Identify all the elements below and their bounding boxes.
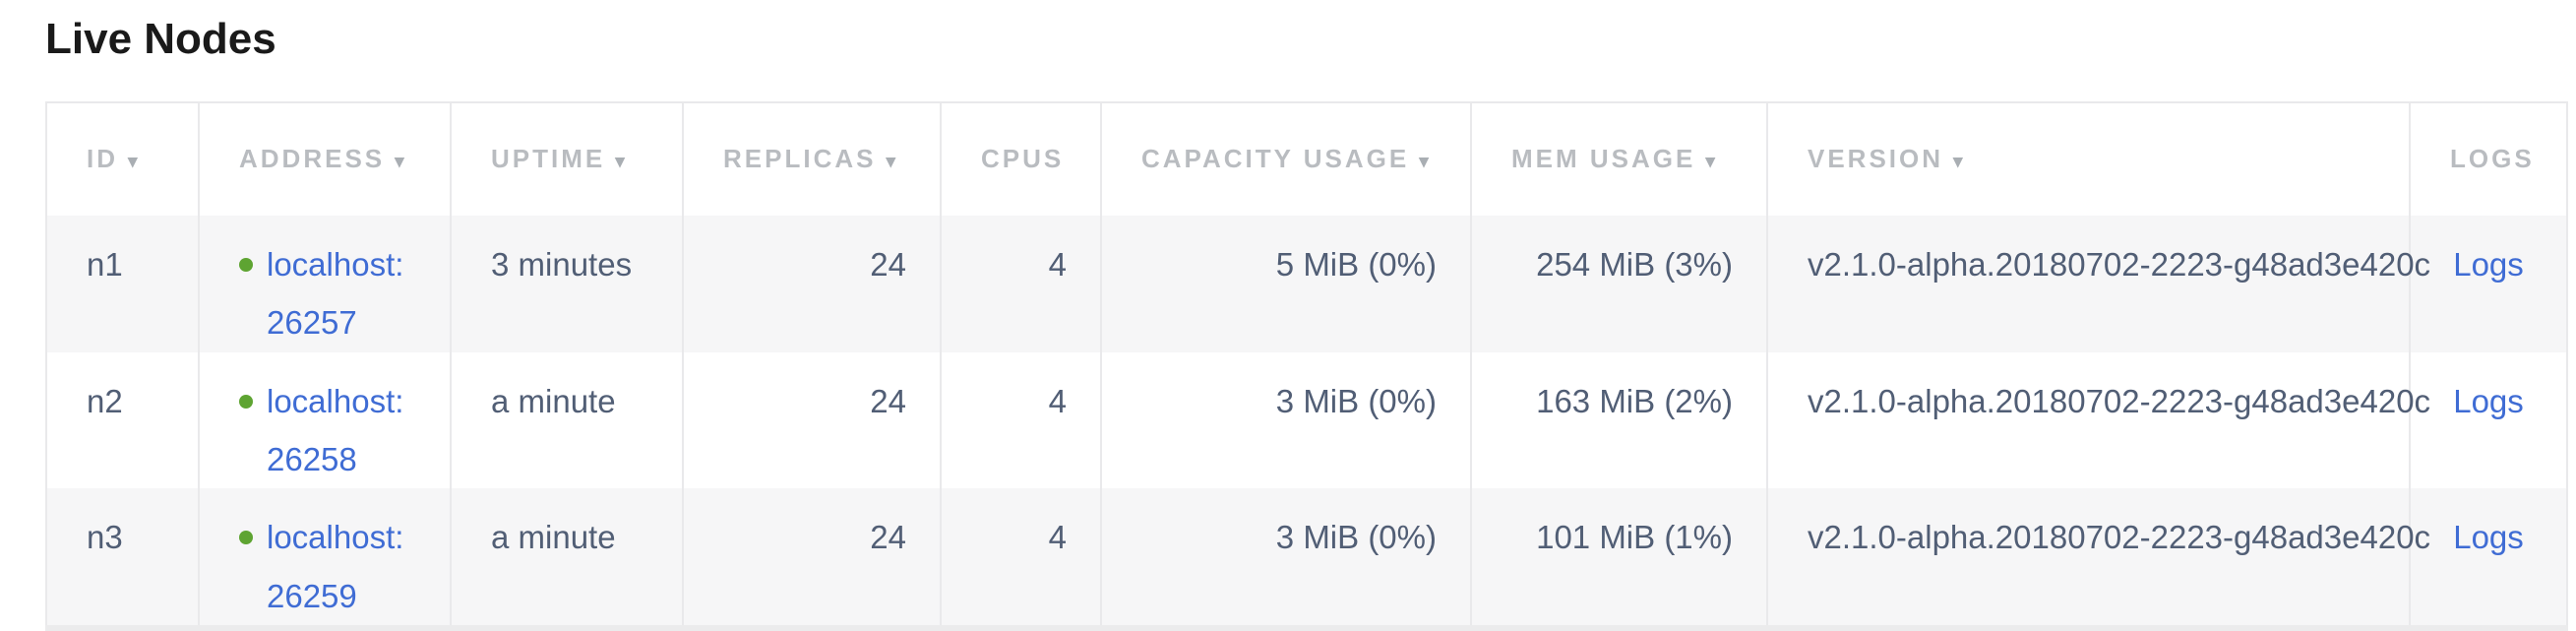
col-header-version-label: VERSION xyxy=(1808,144,1944,174)
cell-node-address: localhost:26258 xyxy=(198,351,451,489)
col-header-logs: LOGS xyxy=(2409,101,2567,216)
sort-arrow-icon: ▾ xyxy=(1705,152,1715,173)
node-address: localhost:26257 xyxy=(239,235,410,352)
col-header-logs-label: LOGS xyxy=(2450,144,2535,174)
col-header-version[interactable]: VERSION ▾ xyxy=(1766,101,2410,216)
col-header-address[interactable]: ADDRESS ▾ xyxy=(198,101,451,216)
sort-arrow-icon: ▾ xyxy=(1953,152,1963,173)
col-header-capacity-usage-label: CAPACITY USAGE xyxy=(1141,144,1410,174)
col-header-uptime-label: UPTIME xyxy=(491,144,606,174)
cell-node-address: localhost:26257 xyxy=(198,215,451,352)
sort-arrow-icon: ▾ xyxy=(1419,152,1429,173)
page-title: Live Nodes xyxy=(45,15,276,63)
cell-logs: Logs xyxy=(2409,488,2567,629)
logs-link[interactable]: Logs xyxy=(2453,245,2524,283)
live-status-dot-icon xyxy=(239,394,253,409)
cell-cpus: 4 xyxy=(940,488,1101,629)
cell-node-id: n1 xyxy=(87,245,123,283)
node-address-link[interactable]: localhost:26258 xyxy=(267,382,404,477)
cell-uptime: a minute xyxy=(450,351,683,489)
cell-version: v2.1.0-alpha.20180702-2223-g48ad3e420c xyxy=(1766,215,2430,352)
logs-link[interactable]: Logs xyxy=(2453,382,2524,419)
col-header-replicas-label: REPLICAS xyxy=(723,144,877,174)
logs-link[interactable]: Logs xyxy=(2453,519,2524,556)
table-header: ID ▾ ADDRESS ▾ UPTIME ▾ REPLICAS ▾ CPUS CAPA… xyxy=(46,101,2567,216)
node-address-link[interactable]: localhost:26259 xyxy=(267,519,404,614)
col-header-capacity-usage[interactable]: CAPACITY USAGE ▾ xyxy=(1100,101,1471,216)
table-row: n2 localhost:26258 a minute 24 4 3 MiB (… xyxy=(46,351,2567,489)
node-address: localhost:26258 xyxy=(239,372,410,489)
col-header-id-label: ID xyxy=(87,144,118,174)
cell-replicas: 24 xyxy=(682,488,941,629)
cell-mem-usage: 101 MiB (1%) xyxy=(1470,488,1767,629)
cell-replicas: 24 xyxy=(682,351,941,489)
node-address: localhost:26259 xyxy=(239,508,410,625)
cell-node-id: n2 xyxy=(87,382,123,419)
sort-arrow-icon: ▾ xyxy=(886,152,896,173)
cell-logs: Logs xyxy=(2409,215,2567,352)
table-body: n1 localhost:26257 3 minutes 24 4 5 MiB … xyxy=(46,215,2567,629)
table-row: n1 localhost:26257 3 minutes 24 4 5 MiB … xyxy=(46,215,2567,352)
cell-version: v2.1.0-alpha.20180702-2223-g48ad3e420c xyxy=(1766,351,2430,489)
col-header-replicas[interactable]: REPLICAS ▾ xyxy=(682,101,941,216)
sort-arrow-icon: ▾ xyxy=(128,152,138,173)
cell-node-id: n3 xyxy=(87,519,123,556)
cell-cpus: 4 xyxy=(940,215,1101,352)
col-header-mem-usage-label: MEM USAGE xyxy=(1511,144,1696,174)
header-row: ID ▾ ADDRESS ▾ UPTIME ▾ REPLICAS ▾ CPUS CAPA… xyxy=(46,101,2567,216)
live-status-dot-icon xyxy=(239,531,253,545)
cell-uptime: 3 minutes xyxy=(450,215,683,352)
col-header-cpus-label: CPUS xyxy=(981,144,1065,174)
live-nodes-table: ID ▾ ADDRESS ▾ UPTIME ▾ REPLICAS ▾ CPUS CAPA… xyxy=(45,100,2568,631)
col-header-mem-usage[interactable]: MEM USAGE ▾ xyxy=(1470,101,1767,216)
cell-mem-usage: 254 MiB (3%) xyxy=(1470,215,1767,352)
cell-uptime: a minute xyxy=(450,488,683,629)
node-address-link[interactable]: localhost:26257 xyxy=(267,245,404,342)
cell-replicas: 24 xyxy=(682,215,941,352)
cell-capacity-usage: 5 MiB (0%) xyxy=(1100,215,1471,352)
table-row: n3 localhost:26259 a minute 24 4 3 MiB (… xyxy=(46,488,2567,629)
col-header-cpus: CPUS xyxy=(940,101,1101,216)
cell-logs: Logs xyxy=(2409,351,2567,489)
col-header-id[interactable]: ID ▾ xyxy=(46,101,199,216)
sort-arrow-icon: ▾ xyxy=(615,152,625,173)
col-header-uptime[interactable]: UPTIME ▾ xyxy=(450,101,683,216)
cell-mem-usage: 163 MiB (2%) xyxy=(1470,351,1767,489)
col-header-address-label: ADDRESS xyxy=(239,144,386,174)
cell-node-address: localhost:26259 xyxy=(198,488,451,629)
cell-capacity-usage: 3 MiB (0%) xyxy=(1100,488,1471,629)
cell-version: v2.1.0-alpha.20180702-2223-g48ad3e420c xyxy=(1766,488,2430,629)
sort-arrow-icon: ▾ xyxy=(395,152,404,173)
live-status-dot-icon xyxy=(239,257,253,272)
cell-capacity-usage: 3 MiB (0%) xyxy=(1100,351,1471,489)
cell-cpus: 4 xyxy=(940,351,1101,489)
